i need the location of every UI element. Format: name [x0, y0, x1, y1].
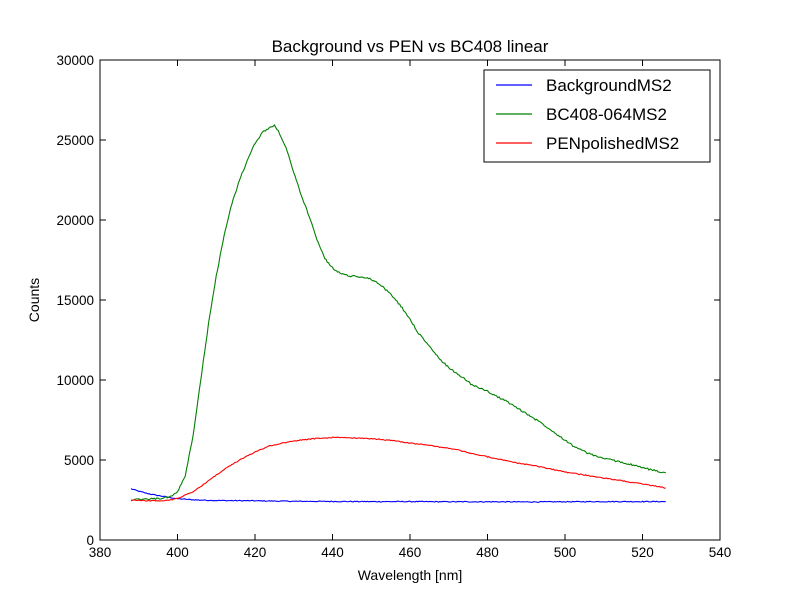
x-tick-label: 380	[89, 545, 112, 560]
legend-label: PENpolishedMS2	[546, 134, 679, 153]
x-tick-label: 460	[399, 545, 422, 560]
x-tick-label: 480	[476, 545, 499, 560]
y-tick-label: 30000	[56, 53, 94, 68]
y-tick-label: 5000	[64, 453, 94, 468]
y-tick-label: 10000	[56, 373, 94, 388]
y-tick-label: 20000	[56, 213, 94, 228]
plot-series	[130, 123, 666, 503]
y-tick-label: 0	[86, 533, 94, 548]
legend: BackgroundMS2 BC408-064MS2 PENpolishedMS2	[483, 69, 711, 163]
x-tick-label: 500	[554, 545, 577, 560]
x-tick-label: 520	[631, 545, 654, 560]
y-axis-label: Counts	[26, 278, 42, 322]
x-tick-label: 400	[166, 545, 189, 560]
y-tick-label: 15000	[56, 293, 94, 308]
series-line-3	[130, 436, 666, 502]
x-tick-label: 440	[321, 545, 344, 560]
x-tick-label: 420	[244, 545, 267, 560]
y-tick-label: 25000	[56, 133, 94, 148]
chart-title: Background vs PEN vs BC408 linear	[272, 37, 549, 56]
x-axis-label: Wavelength [nm]	[358, 567, 463, 583]
legend-label: BC408-064MS2	[546, 105, 667, 124]
series-line-2	[130, 123, 666, 502]
series-line-1	[130, 488, 666, 503]
axis-ticks: 380 400 420 440 460 480 500 520 540 0 5000 10000 150…	[56, 53, 731, 560]
x-tick-label: 540	[709, 545, 732, 560]
legend-label: BackgroundMS2	[546, 76, 672, 95]
